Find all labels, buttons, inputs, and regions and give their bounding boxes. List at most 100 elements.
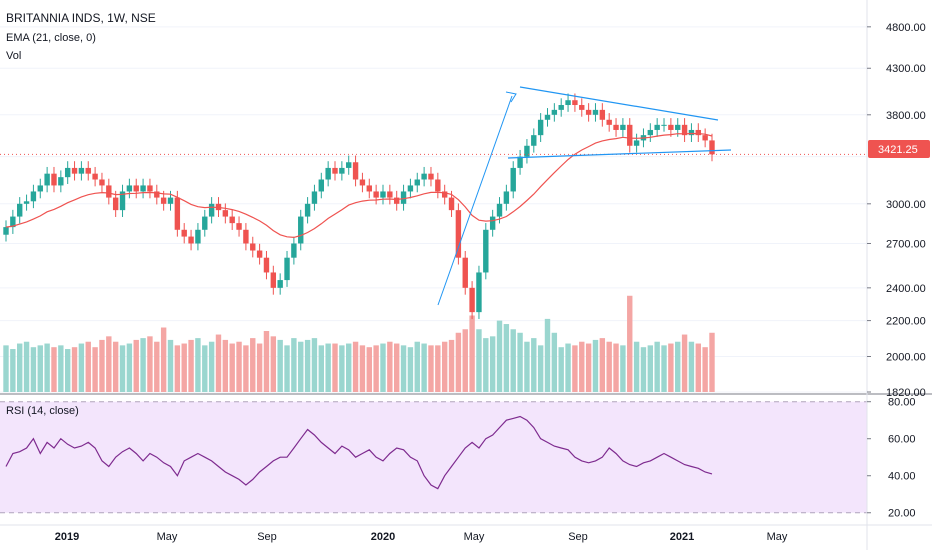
volume-bar [469,315,475,392]
candle-body [250,243,256,251]
candle-body [181,229,187,237]
rsi-legend: RSI (14, close) [6,405,79,417]
vol-legend: Vol [6,50,21,62]
candle-body [195,229,201,244]
candle-body [318,179,325,192]
date-tick-label: May [157,531,178,543]
candle-body [572,100,578,106]
volume-bar [3,345,9,392]
candle-body [332,167,338,174]
candle-body [346,162,352,168]
candle-body [524,145,530,157]
candle-body [133,185,139,192]
candle-body [236,223,242,230]
candle-body [469,287,475,313]
volume-bar [215,334,222,392]
candle-body [304,203,311,217]
volume-bar [339,345,345,392]
candle-body [37,185,43,192]
price-tick-label: 4300.00 [886,63,926,75]
volume-bar [243,345,249,392]
volume-bar [579,341,585,392]
candle-body [414,179,420,186]
date-tick-label: 2020 [371,531,395,543]
candle-body [352,162,359,180]
date-tick-label: May [767,531,788,543]
volume-bar [531,338,537,392]
volume-bar [620,345,626,392]
volume-bar [188,339,194,392]
volume-bar [551,332,558,392]
volume-bar [277,339,283,392]
volume-bar [476,329,482,392]
volume-bar [661,345,667,392]
candle-body [167,197,174,204]
ema-line [5,132,713,239]
candle-body [654,124,660,130]
candle-body [462,257,468,288]
volume-bar [599,338,606,392]
volume-bar [400,345,407,392]
candle-body [675,124,681,130]
volume-bar [435,345,441,392]
price-tick-label: 2400.00 [886,283,926,295]
candle-body [291,243,297,258]
volume-bar [572,345,578,392]
rsi-tick-label: 60.00 [888,434,916,446]
candle-body [503,191,510,204]
volume-bar [263,331,270,392]
volume-bar [654,341,660,392]
volume-bar [229,343,235,392]
volume-bar [675,341,681,392]
candle-body [387,191,393,198]
candle-body [592,109,599,115]
candle-body [366,185,372,192]
volume-bar [510,329,516,392]
candle-body [92,173,98,180]
candle-body [496,203,503,217]
candle-body [147,185,153,192]
candle-body [3,227,9,235]
volume-bar [681,334,688,392]
volume-bar [51,347,57,392]
candle-body [579,105,585,110]
rsi-line [5,415,713,490]
volume-bar [10,349,16,392]
volume-bar [78,343,85,392]
volume-bar [613,343,619,392]
candle-body [284,257,290,281]
volume-bar [565,343,571,392]
candle-body [448,197,455,211]
volume-bar [627,295,633,392]
candle-body [483,229,489,273]
candle-body [606,119,612,125]
volume-bar [517,332,523,392]
candle-body [243,229,249,244]
volume-bar [140,338,146,392]
price-pane[interactable] [0,26,867,393]
candle-body [565,100,571,106]
candle-body [154,191,160,198]
volume-bar [387,341,393,392]
volume-bar [352,341,359,392]
ema-legend: EMA (21, close, 0) [6,32,96,44]
candle-body [695,129,701,136]
triangle-lower-line [507,149,732,159]
volume-bar [17,343,23,392]
rsi-pane[interactable] [0,401,867,514]
candle-body [709,140,715,155]
volume-bar [380,343,386,392]
candle-body [51,173,57,186]
volume-bar [359,345,366,392]
candle-body [428,173,434,180]
volume-bar [291,338,297,392]
candle-body [393,197,400,204]
candle-body [551,109,558,115]
volume-bar [585,343,592,392]
candle-body [599,109,606,120]
volume-bar [85,341,91,392]
candle-body [174,197,181,230]
volume-bar [181,343,187,392]
